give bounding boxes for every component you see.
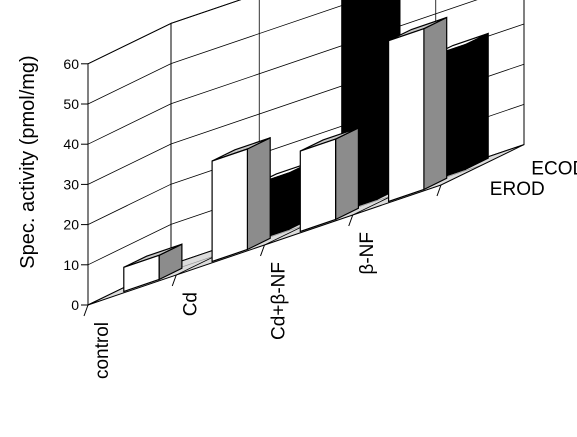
series-label: ECOD [531,159,577,180]
category-label: control [92,322,113,379]
bar-side [246,136,271,251]
y-tick-label: 10 [63,257,79,273]
bar-side [335,126,359,221]
category-label: β-NF [357,232,378,275]
bar-erod [299,126,359,233]
y-tick-label: 40 [63,136,79,152]
gridline [87,0,360,105]
y-axis: 0 10 20 30 40 50 60 [63,56,442,317]
series-label: EROD [490,179,545,200]
bar-erod [123,243,183,293]
gridline [87,0,242,65]
x-tick-mark [260,244,265,257]
x-tick-mark [83,304,89,317]
bar-erod [388,16,448,203]
gridline [87,0,478,145]
y-tick-label: 60 [63,56,79,72]
category-label: Cd [180,292,201,316]
category-label: Cd+β-NF [269,262,290,340]
bar-erod [211,136,271,263]
series-labels: ERODECOD [490,159,577,200]
bar-front [211,148,248,263]
category-labels: control Cd Cd+β-NF β-NF [92,232,378,379]
bar-front [388,27,425,203]
y-axis-label: Spec. activity (pmol/mg) [17,55,39,268]
bar-side [423,16,448,191]
y-tick-label: 0 [71,297,79,313]
y-tick-label: 20 [63,217,79,233]
bars-group [123,0,489,293]
x-tick-mark [171,274,177,287]
x-tick-mark [348,214,354,227]
y-tick-label: 30 [63,176,79,192]
y-tick-label: 50 [63,96,79,112]
bar-front [123,254,160,293]
x-tick-mark [436,184,442,197]
bar-side [464,32,489,171]
bar-front [299,138,337,233]
